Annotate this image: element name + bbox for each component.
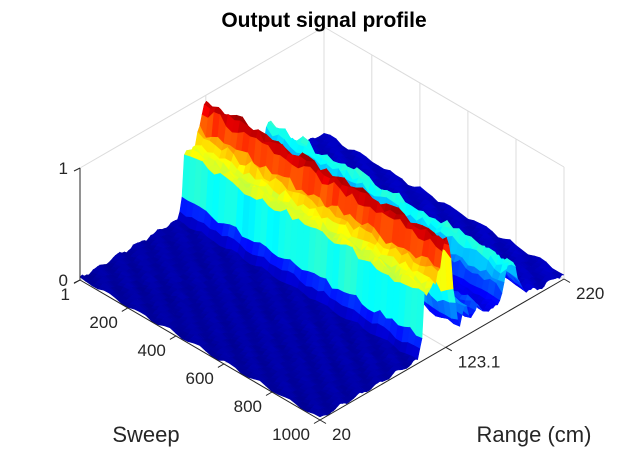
x-tick-mark [169, 335, 177, 340]
z-tick-label: 1 [59, 159, 68, 178]
chart-title: Output signal profile [221, 9, 426, 32]
x-tick-label: 600 [186, 369, 214, 388]
z-tick-label: 0 [59, 271, 68, 290]
x-tick-mark [265, 391, 273, 396]
y-tick-mark [319, 419, 327, 424]
y-tick-label: 220 [576, 284, 604, 303]
z-tick-mark [73, 279, 81, 284]
x-tick-mark [313, 419, 321, 424]
x-tick-mark [121, 307, 129, 312]
y-tick-label: 123.1 [458, 352, 501, 371]
grid-line [323, 26, 565, 168]
z-tick-mark [73, 167, 81, 172]
x-tick-label: 1000 [272, 425, 310, 444]
x-axis-label: Sweep [112, 422, 179, 447]
x-tick-label: 200 [89, 313, 117, 332]
surface-plot [79, 100, 565, 418]
x-tick-label: 400 [138, 341, 166, 360]
y-axis-label: Range (cm) [477, 422, 592, 447]
y-tick-mark [445, 346, 453, 352]
x-tick-label: 800 [234, 397, 262, 416]
grid-line [79, 26, 325, 169]
y-tick-label: 20 [332, 425, 351, 444]
x-tick-mark [217, 363, 225, 368]
y-tick-mark [563, 278, 571, 283]
